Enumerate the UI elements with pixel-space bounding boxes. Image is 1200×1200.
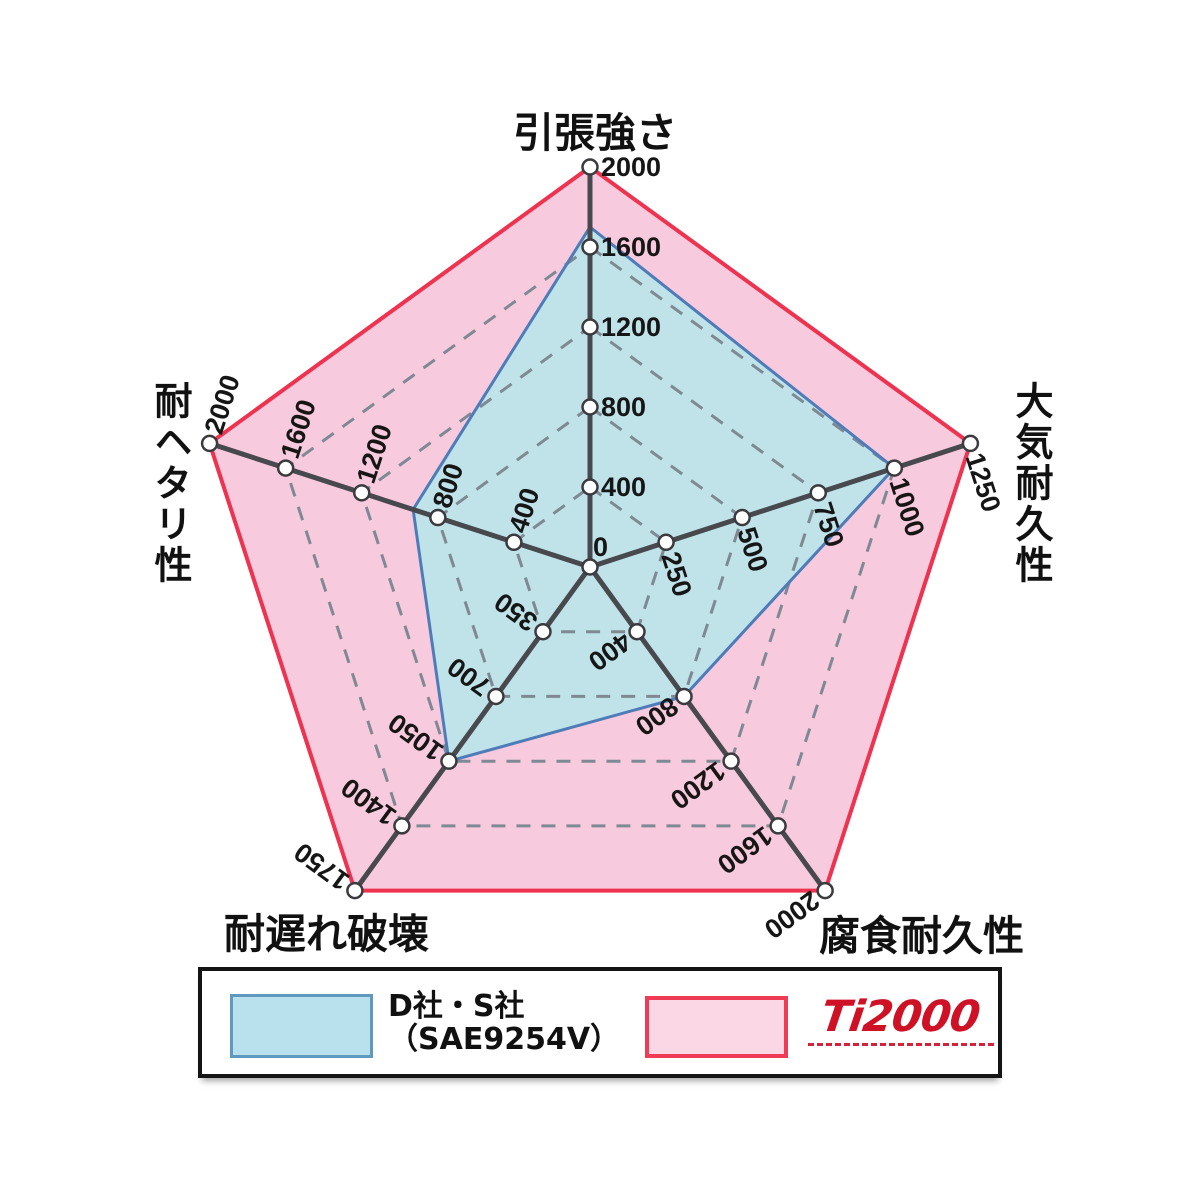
tick-marker bbox=[816, 881, 834, 900]
tick-marker bbox=[581, 318, 599, 336]
tick-marker bbox=[200, 434, 219, 453]
tick-marker bbox=[657, 533, 675, 552]
axis-line-4 bbox=[208, 441, 591, 570]
tick-marker bbox=[885, 459, 904, 477]
tick-marker bbox=[393, 817, 411, 835]
legend-swatch-ti2000 bbox=[645, 996, 788, 1058]
tick-marker bbox=[722, 752, 740, 770]
tick-marker bbox=[429, 508, 447, 527]
axis-title-delayed-fracture: 耐遅れ破壊 bbox=[224, 910, 429, 958]
tick-label: 1250 bbox=[960, 449, 1007, 515]
axis-line-1 bbox=[589, 441, 972, 570]
axis-line-2 bbox=[587, 565, 828, 893]
tick-marker bbox=[346, 881, 364, 900]
legend-swatch-company-spring bbox=[230, 994, 373, 1058]
tick-marker bbox=[581, 398, 599, 416]
legend: D社・S社 （SAE9254V） Ti2000 bbox=[198, 967, 1002, 1078]
axis-title-corrosion-durability: 腐食耐久性 bbox=[819, 912, 1024, 960]
center-marker bbox=[581, 558, 599, 576]
center-zero-label: 0 bbox=[593, 532, 608, 562]
tick-marker bbox=[581, 238, 599, 256]
tick-marker bbox=[505, 533, 523, 552]
axis-title-atmospheric-durability: 大気耐久性 bbox=[1009, 381, 1053, 586]
tick-marker bbox=[352, 484, 371, 502]
ti2000-logo-tagline bbox=[808, 1043, 994, 1046]
tick-marker bbox=[769, 817, 787, 835]
legend-label-line1: D社・S社 bbox=[388, 989, 525, 1024]
tick-marker bbox=[276, 459, 295, 477]
series-fill-1 bbox=[413, 227, 895, 762]
axis-line-3 bbox=[352, 565, 593, 893]
tick-marker bbox=[961, 434, 980, 453]
series-outline-1 bbox=[411, 224, 897, 764]
tick-label: 2000 bbox=[759, 885, 825, 945]
tick-marker bbox=[733, 508, 751, 527]
tick-label: 400 bbox=[601, 472, 646, 502]
gridline-pentagon bbox=[359, 325, 821, 763]
gridline-pentagon bbox=[436, 405, 744, 698]
tick-marker bbox=[534, 622, 552, 641]
series-outline-0 bbox=[207, 164, 973, 893]
legend-label-line2: （SAE9254V） bbox=[388, 1022, 621, 1057]
gridline-pentagon bbox=[512, 485, 668, 634]
tick-marker bbox=[675, 687, 693, 706]
tick-marker bbox=[581, 158, 599, 176]
axis-title-tensile-strength: 引張強さ bbox=[513, 109, 677, 157]
tick-marker bbox=[581, 478, 599, 496]
tick-marker bbox=[440, 752, 458, 770]
ti2000-logo: Ti2000 bbox=[817, 992, 983, 1042]
legend-label-company-spring: D社・S社 （SAE9254V） bbox=[388, 990, 620, 1056]
tick-label: 2000 bbox=[601, 152, 661, 182]
tick-label: 1600 bbox=[601, 232, 661, 262]
gridline-pentagon bbox=[283, 245, 897, 828]
tick-marker bbox=[487, 687, 505, 706]
axis-title-sag-resistance: 耐ヘタリ性 bbox=[148, 381, 192, 586]
tick-marker bbox=[809, 484, 828, 502]
tick-label: 800 bbox=[601, 392, 646, 422]
tick-label: 1200 bbox=[601, 312, 661, 342]
tick-marker bbox=[628, 622, 646, 641]
